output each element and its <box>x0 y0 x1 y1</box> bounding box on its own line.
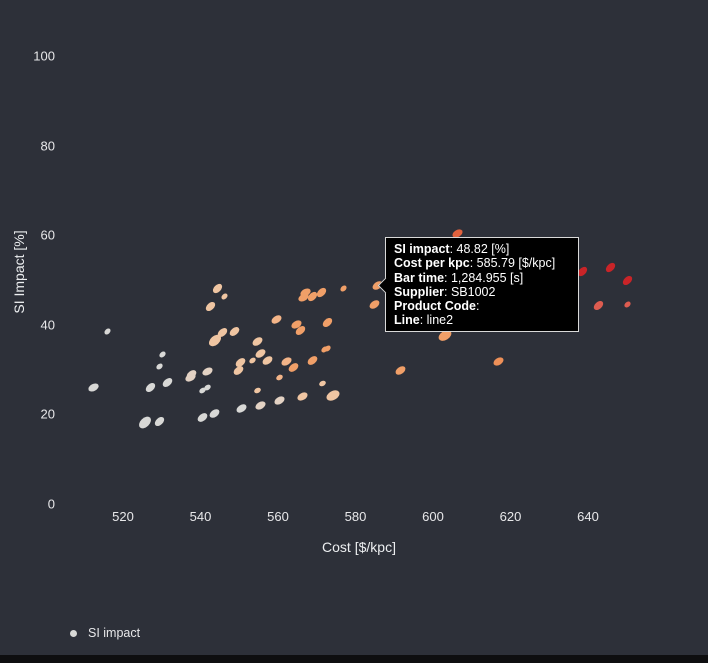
scatter-point[interactable] <box>231 363 245 377</box>
scatter-point[interactable] <box>491 355 505 367</box>
tooltip-row: SI impact: 48.82 [%] <box>394 242 510 256</box>
scatter-point[interactable] <box>160 375 174 389</box>
scatter-point[interactable] <box>153 414 167 428</box>
legend-marker-icon <box>70 629 77 637</box>
x-tick-label: 620 <box>499 509 522 524</box>
scatter-point[interactable] <box>622 300 632 309</box>
scatter-point[interactable] <box>247 356 257 365</box>
y-tick-label: 0 <box>47 496 55 512</box>
x-tick-label: 640 <box>577 509 599 524</box>
scatter-point[interactable] <box>338 283 348 293</box>
tooltip-row: Cost per kpc: 585.79 [$/kpc] <box>394 256 556 271</box>
y-axis-title: SI Impact [%] <box>11 230 27 314</box>
scatter-point[interactable] <box>228 325 242 339</box>
scatter-point[interactable] <box>368 298 382 311</box>
scatter-point[interactable] <box>275 373 285 382</box>
scatter-point[interactable] <box>314 286 328 300</box>
scatter-point[interactable] <box>295 391 309 403</box>
y-tick-label: 60 <box>40 227 55 243</box>
scatter-point[interactable] <box>591 298 605 312</box>
x-tick-label: 540 <box>189 509 212 524</box>
tooltip-rows: SI impact: 48.82 [%] Cost per kpc: 585.79… <box>394 242 570 328</box>
scatter-point[interactable] <box>324 387 342 403</box>
scatter-point[interactable] <box>253 399 267 412</box>
scatter-point[interactable] <box>321 315 335 329</box>
scatter-point[interactable] <box>136 414 154 432</box>
y-tick-label: 40 <box>40 317 55 333</box>
bottom-bar <box>0 655 708 663</box>
scatter-point[interactable] <box>211 281 225 295</box>
tooltip-row: Product Code: <box>394 299 480 314</box>
hover-tooltip: SI impact: 48.82 [%] Cost per kpc: 585.79… <box>377 237 579 332</box>
scatter-point[interactable] <box>203 300 217 314</box>
scatter-point[interactable] <box>183 371 197 383</box>
scatter-point[interactable] <box>393 364 407 377</box>
scatter-point[interactable] <box>273 395 287 407</box>
y-tick-label: 20 <box>40 406 55 422</box>
scatter-point[interactable] <box>201 366 215 378</box>
scatter-point[interactable] <box>195 410 209 424</box>
x-tick-label: 580 <box>344 509 367 524</box>
tooltip-row: Supplier: SB1002 <box>394 284 496 299</box>
scatter-point[interactable] <box>620 274 634 288</box>
scatter-point[interactable] <box>143 380 157 394</box>
scatter-point[interactable] <box>270 313 284 326</box>
scatter-point[interactable] <box>234 402 248 415</box>
scatter-point[interactable] <box>102 327 112 337</box>
scatter-point[interactable] <box>317 379 327 387</box>
x-axis-title: Cost [$/kpc] <box>322 539 396 555</box>
y-tick-label: 100 <box>33 48 55 64</box>
y-tick-label: 80 <box>40 138 55 154</box>
x-tick-label: 600 <box>422 509 444 524</box>
scatter-point[interactable] <box>305 354 319 367</box>
x-tick-label: 560 <box>267 509 289 524</box>
x-tick-label: 520 <box>112 509 134 524</box>
legend-item-si-impact[interactable]: SI impact <box>70 626 140 640</box>
scatter-point[interactable] <box>157 350 167 359</box>
legend-label: SI impact <box>88 626 141 640</box>
scatter-point[interactable] <box>155 362 165 372</box>
scatter-point[interactable] <box>86 381 100 393</box>
tooltip-row: Line: line2 <box>394 313 454 328</box>
scatter-point[interactable] <box>208 407 222 421</box>
scatter-point[interactable] <box>603 260 617 274</box>
scatter-point[interactable] <box>252 386 262 395</box>
tooltip-row: Bar time: 1,284.955 [s] <box>394 270 524 285</box>
scatter-point[interactable] <box>219 291 229 301</box>
scatter-point[interactable] <box>251 335 265 348</box>
